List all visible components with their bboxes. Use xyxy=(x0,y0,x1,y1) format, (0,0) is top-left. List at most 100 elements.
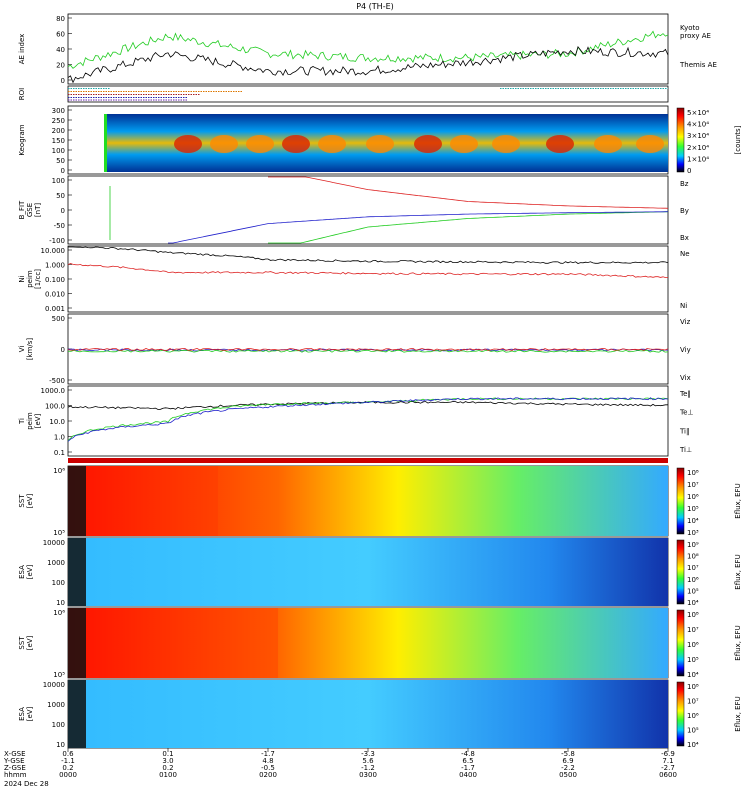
keogram-blob xyxy=(366,135,394,153)
ni-tick-label: 0.001 xyxy=(45,305,65,313)
esa_i-tick-label: 100 xyxy=(52,721,65,729)
esa_e-tick-label: 10000 xyxy=(43,539,65,547)
xaxis-value: -2.7 xyxy=(661,764,675,772)
sst_i-cbar-label: 10⁸ xyxy=(687,611,699,619)
vi-tick-label: 500 xyxy=(52,315,65,323)
keogram-tick-label: 150 xyxy=(52,137,65,145)
esa_i-cbar-title: Eflux, EFU xyxy=(734,696,742,731)
esa_e-cbar-label: 10⁷ xyxy=(687,564,699,572)
keogram-cbar-label: 5×10⁴ xyxy=(687,109,709,117)
sst_e-ylabel: SST xyxy=(18,494,26,508)
sst_e-dark-edge xyxy=(68,466,86,536)
keogram-blob xyxy=(594,135,622,153)
ni-legend-1: Ni xyxy=(680,302,687,310)
xaxis-row-label: 2024 Dec 28 xyxy=(4,780,49,788)
sst_i-cbar-label: 10⁴ xyxy=(687,671,699,679)
sst_i-hot-region xyxy=(68,608,278,678)
xaxis-value: 0.6 xyxy=(62,750,74,758)
xaxis-row-label: hhmm xyxy=(4,771,27,779)
bfit-ylabel: GSE xyxy=(26,203,34,217)
ae-tick-label: 80 xyxy=(56,15,65,23)
vi-legend-1: Viy xyxy=(680,346,691,354)
ae-themis-line xyxy=(67,45,669,84)
bfit-tick-label: -100 xyxy=(49,237,65,245)
sst_i-cbar-label: 10⁵ xyxy=(687,656,699,664)
ti-legend-1: Te⊥ xyxy=(679,409,694,417)
sst_e-hot-region xyxy=(68,466,218,536)
keogram-blob xyxy=(318,135,346,153)
ae-kyoto-line xyxy=(67,30,669,69)
keogram-tick-label: 200 xyxy=(52,127,65,135)
ae-tick-label: 20 xyxy=(56,62,65,70)
xaxis-value: 0.1 xyxy=(162,750,173,758)
keogram-cbar-label: 0 xyxy=(687,167,691,175)
keogram-cbar-label: 3×10⁴ xyxy=(687,132,709,140)
sst_e-cbar-label: 10⁵ xyxy=(687,505,699,513)
keogram-blob xyxy=(492,135,520,153)
esa_e-tick-label: 100 xyxy=(52,579,65,587)
bfit-ylabel: [nT] xyxy=(34,203,42,217)
xaxis-value: -6.9 xyxy=(661,750,675,758)
bfit-tick-label: 100 xyxy=(52,177,65,185)
xaxis-value: -4.8 xyxy=(461,750,475,758)
ni-tick-label: 0.010 xyxy=(45,291,65,299)
xaxis-value: 0600 xyxy=(659,771,677,779)
keogram-colorbar xyxy=(676,107,685,173)
sst_i-tick-label: 10⁶ xyxy=(53,609,65,617)
esa_e-dark-edge xyxy=(68,538,86,606)
ti-ylabel: peim xyxy=(26,412,34,430)
sst_e-cbar-label: 10⁷ xyxy=(687,481,699,489)
sst_i-cbar-label: 10⁶ xyxy=(687,641,699,649)
ae-tick-label: 60 xyxy=(56,31,65,39)
xaxis-value: 0.2 xyxy=(162,764,173,772)
ae-tick-label: 0 xyxy=(61,77,65,85)
esa_e-cbar-label: 10⁸ xyxy=(687,553,699,561)
xaxis-value: 0500 xyxy=(559,771,577,779)
sst_i-cbar-title: Eflux, EFU xyxy=(734,625,742,660)
esa_i-cbar-label: 10⁴ xyxy=(687,741,699,749)
esa_e-ylabel: [eV] xyxy=(26,564,34,579)
ti-tick-label: 100.0 xyxy=(45,403,65,411)
ti-panel xyxy=(67,385,669,457)
ni-ni-line xyxy=(68,246,669,264)
ni-ylabel: [1/cc] xyxy=(34,269,42,289)
ti-te-line xyxy=(67,401,668,410)
bfit-panel xyxy=(67,175,669,245)
ni-legend-0: Ne xyxy=(680,250,690,258)
xaxis-value: 7.1 xyxy=(662,757,673,765)
keogram-cbar-label: 4×10⁴ xyxy=(687,121,709,129)
sst_i-ylabel: [eV] xyxy=(26,635,34,650)
bfit-tick-label: -50 xyxy=(54,222,65,230)
xaxis-value: 0300 xyxy=(359,771,377,779)
xaxis-value: -1.7 xyxy=(461,764,475,772)
bfit-by-line xyxy=(268,211,669,244)
keogram-cbar-label: 1×10⁴ xyxy=(687,155,709,163)
xaxis-row-label: X-GSE xyxy=(4,750,26,758)
keogram-blob xyxy=(546,135,574,153)
sst_i-colorbar xyxy=(676,609,685,677)
ti-legend-3: Ti⊥ xyxy=(679,446,692,454)
esa_i-ylabel: [eV] xyxy=(26,706,34,721)
esa_i-ylabel: ESA xyxy=(18,707,26,721)
esa_e-cbar-label: 10⁴ xyxy=(687,599,699,607)
ni-ne-line xyxy=(67,262,669,279)
keogram-edge xyxy=(104,114,107,172)
xaxis-value: -5.8 xyxy=(561,750,575,758)
keogram-ylabel: Keogram xyxy=(18,124,26,155)
vi-line-2 xyxy=(67,347,669,351)
xaxis-value: 0100 xyxy=(159,771,177,779)
esa_i-dark-edge xyxy=(68,680,86,748)
bfit-tick-label: 0 xyxy=(61,207,65,215)
ni-tick-label: 0.100 xyxy=(45,276,65,284)
ae-ylabel: AE index xyxy=(18,34,26,65)
xaxis-value: 0.2 xyxy=(62,764,73,772)
sst_i-dark-edge xyxy=(68,608,86,678)
sst_e-cbar-title: Eflux, EFU xyxy=(734,483,742,518)
ti-tiperp-line xyxy=(67,397,669,442)
ae-legend-proxy: proxy AE xyxy=(680,32,711,40)
esa_i-cbar-label: 10⁸ xyxy=(687,683,699,691)
xaxis-value: -3.3 xyxy=(361,750,375,758)
xaxis-value: 6.5 xyxy=(462,757,473,765)
esa_e-ylabel: ESA xyxy=(18,565,26,579)
ti-tick-label: 1.0 xyxy=(54,434,65,442)
